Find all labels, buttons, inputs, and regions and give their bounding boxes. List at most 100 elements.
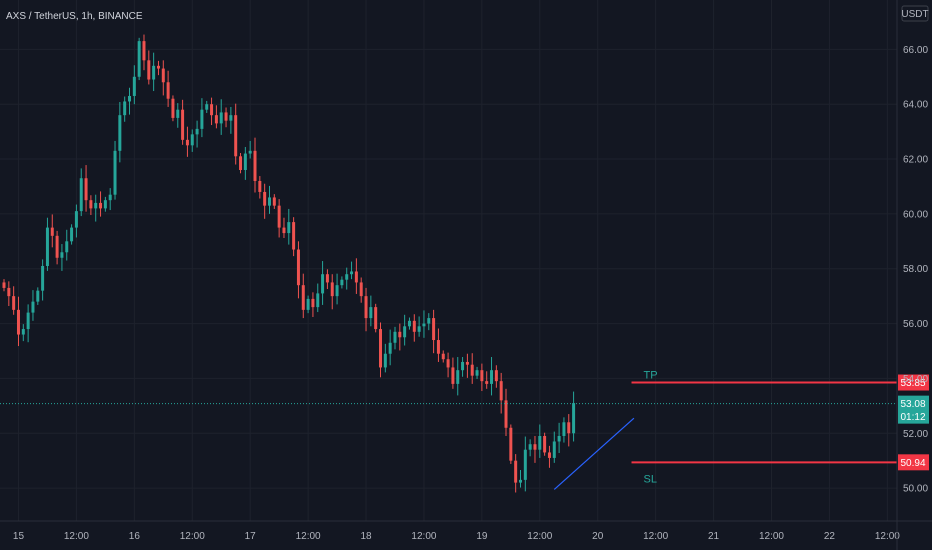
candle-body: [94, 202, 98, 209]
y-tick-label: 58.00: [903, 264, 928, 275]
candle-body: [499, 381, 503, 401]
candle-body: [383, 353, 387, 368]
y-tick-label: 64.00: [903, 100, 928, 111]
candle-body: [422, 323, 426, 327]
candle-body: [335, 285, 339, 297]
candle-body: [374, 307, 378, 330]
candle-body: [74, 211, 78, 228]
candle-body: [60, 252, 64, 258]
currency-box: [901, 5, 929, 22]
candle-body: [572, 403, 576, 434]
candle-body: [128, 95, 131, 102]
candle-body: [229, 115, 233, 121]
y-tick-label: 54.00: [903, 374, 928, 385]
candle-body: [456, 370, 460, 384]
x-tick-label: 12:00: [527, 531, 552, 542]
candle-body: [509, 427, 513, 461]
x-tick-label: 12:00: [759, 531, 784, 542]
candle-body: [45, 227, 49, 266]
candle-body: [84, 178, 88, 201]
candle-body: [36, 290, 40, 302]
candle-body: [190, 134, 194, 146]
candle-body: [311, 298, 315, 308]
candle-body: [239, 156, 243, 171]
currency-label: USDT: [901, 9, 928, 20]
x-tick-label: 12:00: [411, 531, 436, 542]
candle-body: [533, 444, 537, 450]
candle-body: [350, 271, 354, 275]
candle-body: [205, 104, 209, 110]
candle-body: [494, 370, 498, 382]
candle-body: [287, 222, 291, 234]
candle-body: [248, 150, 252, 154]
tp-price-tag: 53.85: [900, 378, 925, 389]
candle-body: [41, 265, 45, 291]
candle-body: [31, 301, 35, 313]
candle-body: [301, 285, 305, 310]
candle-body: [407, 320, 411, 327]
candle-body: [166, 82, 170, 99]
candle-body: [89, 200, 93, 209]
candle-body: [567, 422, 571, 434]
candle-body: [200, 109, 204, 129]
sl-price-tag: 50.94: [900, 458, 925, 469]
candle-body: [282, 227, 286, 234]
candle-body: [330, 282, 334, 297]
candle-body: [306, 298, 310, 310]
candle-body: [451, 367, 455, 384]
candle-body: [359, 282, 363, 297]
candle-body: [137, 41, 141, 77]
candle-body: [485, 381, 489, 384]
candle-body: [103, 200, 107, 209]
x-tick-label: 12:00: [296, 531, 321, 542]
y-tick-label: 66.00: [903, 45, 928, 56]
candle-body: [99, 202, 103, 209]
candle-body: [490, 370, 494, 384]
candle-body: [316, 293, 320, 308]
candle-body: [7, 287, 11, 297]
candle-body: [210, 104, 214, 116]
x-tick-label: 15: [13, 531, 25, 542]
candle-body: [547, 452, 551, 458]
candle-body: [412, 320, 416, 332]
trendline[interactable]: [553, 417, 635, 490]
candle-body: [325, 274, 329, 283]
last-price-tag: 53.08: [900, 399, 925, 410]
countdown-tag: 01:12: [900, 412, 925, 423]
candle-body: [132, 76, 136, 96]
candle-body: [528, 444, 532, 450]
candle-body: [296, 249, 300, 286]
candle-body: [2, 282, 6, 288]
x-tick-label: 12:00: [875, 531, 900, 542]
candle-body: [267, 197, 271, 206]
candle-body: [234, 115, 238, 157]
candle-body: [432, 318, 436, 341]
candle-body: [108, 194, 112, 201]
candle-body: [50, 227, 54, 236]
candles: [2, 34, 576, 493]
candle-body: [176, 109, 180, 118]
candle-body: [272, 197, 276, 206]
candle-body: [393, 331, 397, 343]
candle-body: [79, 178, 83, 212]
candle-body: [403, 326, 407, 338]
candle-body: [171, 98, 175, 118]
y-tick-label: 60.00: [903, 209, 928, 220]
candle-body: [514, 460, 518, 483]
candle-body: [214, 115, 218, 124]
candle-body: [161, 68, 165, 83]
x-tick-label: 18: [360, 531, 372, 542]
sl-label: SL: [644, 473, 657, 485]
candle-body: [219, 112, 223, 124]
candle-body: [523, 449, 527, 480]
candle-body: [480, 370, 484, 382]
tp-price-tag-bg: [898, 374, 929, 391]
candle-body: [263, 191, 267, 206]
x-tick-label: 16: [129, 531, 141, 542]
y-tick-label: 52.00: [903, 429, 928, 440]
candle-body: [446, 359, 450, 368]
